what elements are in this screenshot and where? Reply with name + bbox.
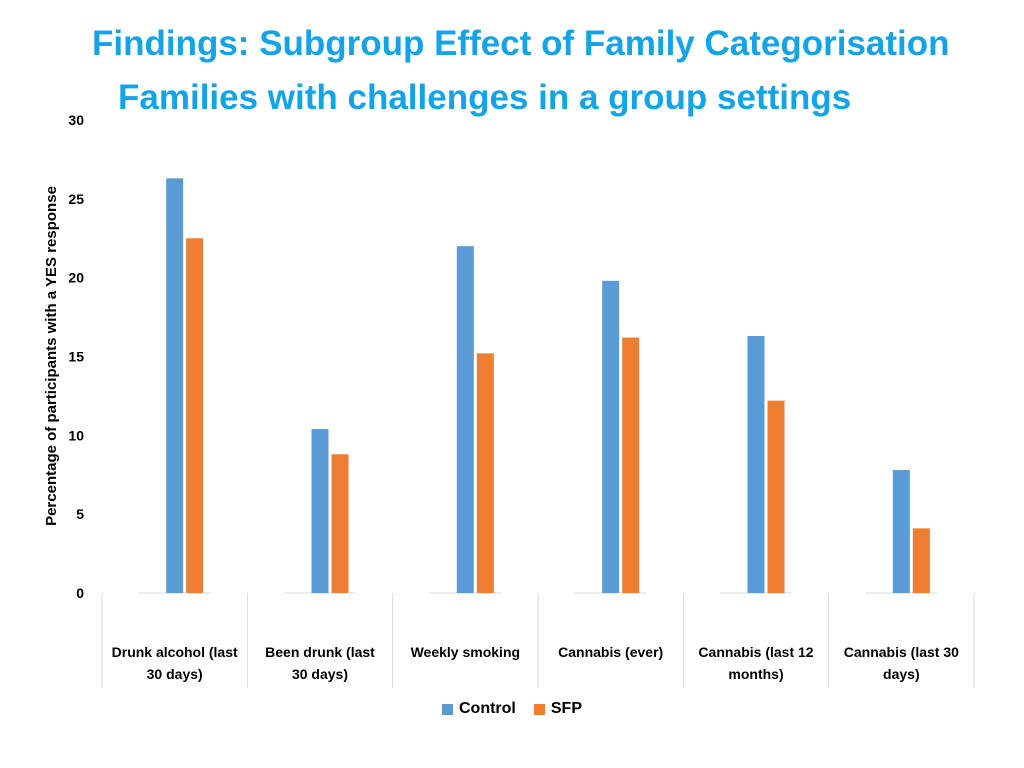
legend-item-sfp: SFP — [533, 700, 582, 718]
slide-subtitle: Families with challenges in a group sett… — [118, 78, 852, 117]
y-tick-label: 15 — [68, 349, 84, 365]
legend-label: SFP — [550, 700, 582, 717]
bars — [166, 178, 930, 593]
category-label: Drunk alcohol (last — [112, 644, 238, 660]
category-label: days) — [883, 666, 920, 682]
bar-control — [456, 246, 474, 593]
bar-sfp — [476, 353, 494, 593]
category-label: Been drunk (last — [265, 644, 375, 660]
bar-sfp — [767, 400, 785, 593]
category-label: Weekly smoking — [411, 644, 520, 660]
legend-item-control: Control — [442, 700, 516, 718]
category-label: Cannabis (last 30 — [844, 644, 959, 660]
bar-sfp — [622, 337, 640, 593]
y-axis-ticks: 0 5 10 15 20 25 30 — [68, 112, 84, 601]
bar-control — [311, 429, 329, 593]
category-label: Cannabis (last 12 — [698, 644, 813, 660]
y-tick-label: 10 — [68, 427, 84, 443]
legend-swatch — [533, 703, 545, 715]
category-label: Cannabis (ever) — [558, 644, 663, 660]
legend-swatch — [442, 703, 453, 715]
y-tick-label: 30 — [68, 112, 84, 128]
category-labels: Drunk alcohol (last 30 days) Been drunk (l… — [112, 644, 959, 682]
category-table — [101, 592, 975, 688]
bar-sfp — [186, 238, 204, 593]
bar-control — [602, 280, 620, 593]
category-label: months) — [728, 666, 783, 682]
bar-control — [166, 178, 184, 593]
y-axis-label: Percentage of participants with a YES re… — [43, 186, 60, 526]
legend: Control SFP — [0, 700, 1024, 718]
slide-title: Findings: Subgroup Effect of Family Cate… — [92, 24, 950, 63]
y-axis-label-group: Percentage of participants with a YES re… — [43, 186, 60, 526]
y-tick-label: 20 — [68, 270, 84, 286]
category-label: 30 days) — [292, 666, 348, 682]
y-tick-label: 5 — [76, 506, 84, 522]
legend-label: Control — [459, 700, 516, 717]
y-tick-label: 0 — [76, 585, 84, 601]
bar-control — [747, 336, 765, 593]
bar-sfp — [912, 528, 930, 593]
bar-sfp — [331, 454, 349, 593]
category-label: 30 days) — [147, 666, 203, 682]
y-tick-label: 25 — [68, 191, 84, 207]
bar-control — [892, 470, 910, 593]
